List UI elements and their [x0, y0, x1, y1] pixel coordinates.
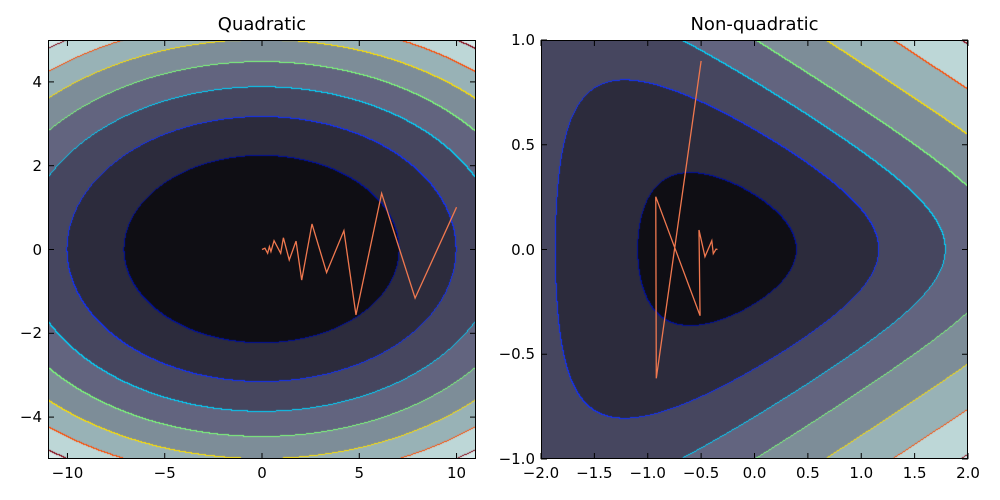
y-tick-label: 4: [32, 72, 42, 91]
x-tick-label: 2.0: [956, 464, 980, 482]
x-tick-label: 10: [446, 464, 467, 482]
x-tick-label: 5: [354, 464, 365, 482]
x-tick-label: −1.5: [576, 464, 613, 482]
x-tick-label: −2.0: [522, 464, 560, 482]
x-tick-label: −0.5: [682, 464, 720, 482]
non-quadratic-plot: Non-quadratic −2.0 −1.5 −1.0 −0.5 0.0 0.5 1.0 1…: [499, 14, 980, 482]
quadratic-overlay: [48, 40, 476, 459]
non-quadratic-contour-fill: [541, 40, 968, 459]
y-tick-label: −4: [19, 408, 42, 427]
y-tick-label: −2: [19, 324, 42, 343]
optimization-path: [261, 190, 458, 315]
y-tick-label: −1.0: [498, 450, 535, 468]
y-tick-label: 2: [32, 156, 42, 175]
y-tick-label: 1.0: [511, 31, 535, 49]
x-tick-label: −1.0: [629, 464, 666, 482]
x-tick-label: −5: [153, 464, 176, 482]
optimization-path: [655, 60, 718, 379]
y-tick-label: −0.5: [498, 345, 535, 364]
x-tick-label: 0: [257, 464, 267, 482]
x-tick-label: 0.0: [742, 464, 767, 482]
x-tick-label: 1.5: [902, 464, 927, 482]
quadratic-plot: Quadratic −10 −5 0 5 10 −4 −2 0 2 4: [20, 14, 476, 482]
y-tick-label: 0.0: [511, 240, 535, 259]
non-quadratic-title: Non-quadratic: [690, 14, 819, 35]
x-tick-label: 1.0: [849, 464, 874, 482]
y-tick-label: 0.5: [511, 135, 535, 154]
x-tick-label: −10: [51, 464, 84, 482]
y-tick-label: 0: [32, 240, 42, 259]
quadratic-title: Quadratic: [217, 14, 307, 35]
x-tick-label: 0.5: [795, 464, 820, 482]
non-quadratic-overlay: [540, 39, 969, 460]
